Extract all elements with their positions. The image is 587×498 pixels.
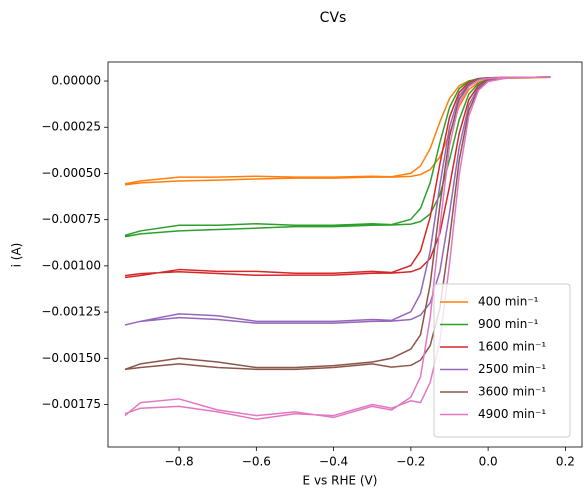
y-tick-label: 0.00000 [51,74,101,88]
legend-label: 1600 min⁻¹ [478,340,546,354]
legend-label: 2500 min⁻¹ [478,362,546,376]
y-tick-label: −0.00100 [41,258,101,272]
x-axis-label: E vs RHE (V) [303,474,378,488]
series-line [124,76,551,238]
x-tick-label: −0.4 [319,455,348,469]
y-tick-label: −0.00075 [41,212,101,226]
legend-label: 4900 min⁻¹ [478,407,546,421]
legend-label: 900 min⁻¹ [478,317,539,331]
x-tick-label: 0.2 [556,455,575,469]
y-tick-label: −0.00125 [41,305,101,319]
x-tick-label: −0.6 [242,455,271,469]
x-tick-label: −0.8 [165,455,194,469]
legend-label: 400 min⁻¹ [478,295,539,309]
y-tick-label: −0.00175 [41,397,101,411]
plot-frame [107,61,583,448]
y-tick-label: −0.00150 [41,351,101,365]
y-tick-label: −0.00050 [41,166,101,180]
series-line [124,76,551,421]
chart-title: CVs [320,10,347,26]
y-axis-label: i (A) [10,243,24,268]
y-tick-label: −0.00025 [41,120,101,134]
series-line [124,76,551,186]
legend-box [433,283,571,438]
x-tick-label: −0.2 [396,455,425,469]
x-tick-label: 0.0 [479,455,498,469]
legend-label: 3600 min⁻¹ [478,385,546,399]
